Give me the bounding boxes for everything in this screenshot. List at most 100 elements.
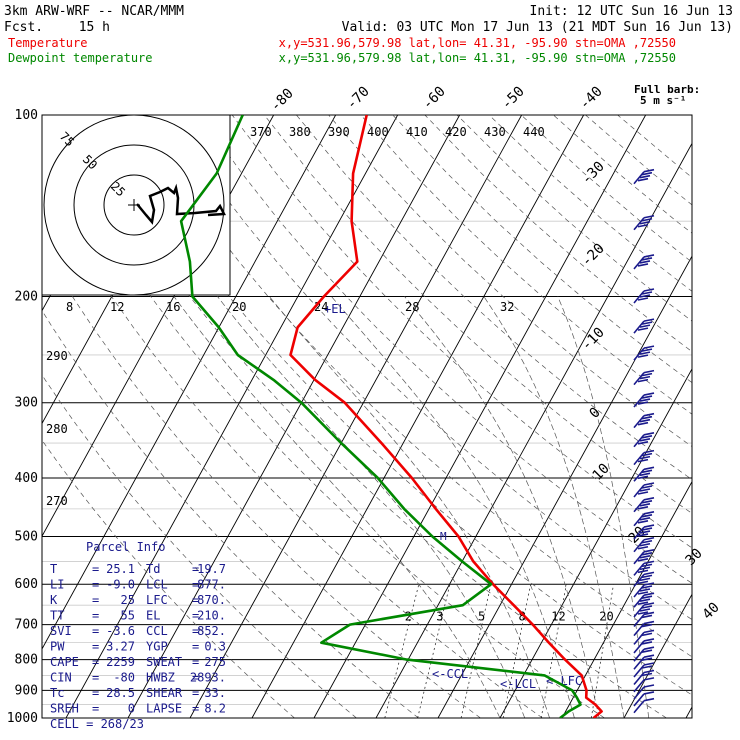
mixing-ratio-line [590, 584, 614, 718]
wind-barb-flag [641, 395, 653, 399]
wind-barb-flag [641, 348, 653, 352]
wind-barb-flag [643, 524, 655, 528]
parcel-info-equals: = [92, 686, 99, 700]
moist-adiabat-line [483, 296, 625, 718]
wind-barb-flag [639, 555, 651, 559]
wind-barb-staff [633, 320, 645, 334]
parcel-info-label: YGP [146, 640, 168, 654]
dry-adiabat-line [264, 115, 692, 514]
mixing-ratio-label: 5 [478, 610, 485, 624]
wind-barb-staff [633, 648, 645, 662]
parcel-info-label: CAPE [50, 655, 79, 669]
wind-barb-flag [643, 571, 655, 576]
wind-barb-staff [633, 539, 645, 553]
dry-adiabat-line [553, 115, 692, 234]
isotherm-line [313, 115, 647, 718]
wind-barb-flag [643, 620, 655, 625]
wind-barb-flag [639, 294, 651, 298]
isotherm-line [499, 367, 692, 718]
parcel-info-value: 877. [197, 578, 226, 592]
parcel-info-label: PW [50, 640, 65, 654]
wind-barb-flag [639, 588, 651, 592]
dry-adiabat-line [42, 245, 481, 718]
wind-barb-flag [641, 552, 653, 556]
hodograph-speed-label: 20 [232, 300, 246, 314]
theta-e-label: 430 [484, 125, 506, 139]
parcel-info-equals: = [92, 655, 99, 669]
level-label-el: +EL [324, 302, 346, 316]
wind-barb-flag [639, 566, 651, 571]
parcel-info-label: HWBZ [146, 671, 175, 685]
theta-e-label: 370 [250, 125, 272, 139]
wind-barb-flag [641, 485, 653, 489]
wind-barb-flag [637, 491, 649, 495]
wind-barb-flag [637, 458, 649, 463]
wind-barb-flag [637, 297, 649, 301]
wind-barb [633, 449, 655, 466]
dry-adiabat-line [71, 115, 667, 718]
wind-barb-flag [643, 466, 655, 471]
wind-barb-flag [641, 623, 653, 628]
wind-barb-flag [637, 177, 649, 182]
forecast-hour: 15 h [79, 20, 110, 35]
wind-barb-staff [633, 679, 645, 693]
parcel-info-label: SVI [50, 624, 72, 638]
parcel-info-value: 19.7 [197, 562, 226, 576]
wind-barb-flag [641, 605, 653, 609]
wind-barb-flag [643, 482, 655, 486]
wind-barb-flag [641, 585, 653, 589]
parcel-info-equals: = [192, 640, 199, 654]
wind-barb-flag [639, 598, 651, 602]
wind-barb-flag [637, 441, 649, 445]
pressure-tick-label: 800 [15, 653, 38, 668]
isotherm-label: -40 [577, 84, 606, 113]
wind-barb-flag [643, 582, 655, 586]
freezing-level-marker: M [440, 530, 447, 543]
wind-barb-flag [639, 530, 651, 534]
isotherm-label: -80 [268, 86, 297, 115]
dry-adiabat-line [328, 115, 692, 447]
dry-adiabat-line [199, 115, 692, 584]
wind-barb-flag [641, 665, 653, 669]
theta-label: 280 [46, 422, 68, 436]
moist-adiabat-line [404, 296, 600, 718]
parcel-info-cell: CELL = 268/23 [50, 717, 144, 731]
wind-barb [633, 620, 655, 637]
plot-frame [41, 114, 693, 719]
parcel-info-value: -9.0 [106, 578, 135, 592]
wind-barb-flag [637, 611, 649, 615]
wind-barb-flag [643, 511, 655, 515]
isotherm-label: -10 [579, 325, 608, 354]
mixing-ratio-label: 3 [436, 610, 443, 624]
wind-barb-flag [639, 418, 651, 423]
parcel-info-equals: = [92, 640, 99, 654]
wind-barb-flag [643, 254, 655, 258]
dry-adiabat-line [42, 182, 543, 718]
wind-barb-flag [643, 669, 655, 674]
moist-adiabat-line [217, 296, 526, 718]
parcel-info-equals: = [92, 624, 99, 638]
wind-barb-flag [639, 472, 651, 477]
wind-barb-flag [643, 449, 655, 454]
wind-barb [633, 582, 655, 598]
wind-barb-flag [643, 684, 655, 688]
isotherm-line [623, 593, 692, 718]
wind-barb-flag [637, 327, 649, 331]
parcel-info-label: K [50, 593, 58, 607]
wind-barb-flag [643, 412, 655, 417]
wind-barb-flag [641, 632, 653, 637]
wind-barb-flag [643, 288, 655, 292]
theta-label: 290 [46, 349, 68, 363]
wind-barb-flag [637, 569, 649, 574]
isotherm-label: -50 [499, 84, 528, 113]
wind-barb-flag [639, 608, 651, 612]
wind-barb [633, 482, 655, 498]
wind-barb [633, 549, 655, 565]
wind-barb-flag [643, 662, 655, 666]
wind-barb-staff [633, 372, 645, 386]
theta-e-label: 400 [367, 125, 389, 139]
parcel-info-equals: = [192, 609, 199, 623]
wind-barb-staff [633, 700, 645, 714]
wind-barb-flag [643, 602, 655, 606]
